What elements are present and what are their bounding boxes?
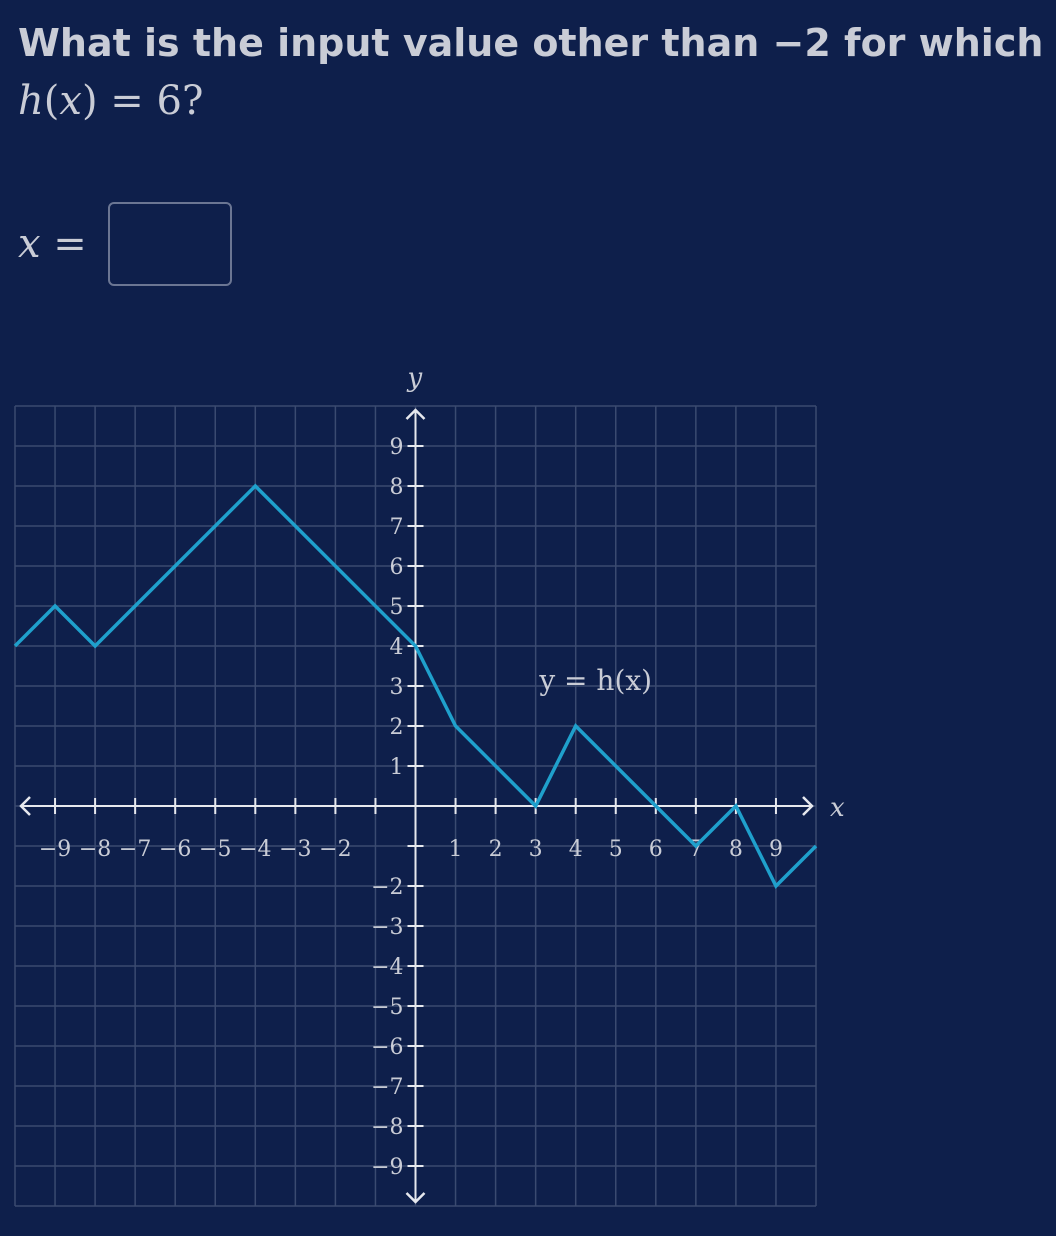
x-tick-label: 1	[449, 837, 463, 862]
x-tick-label: 5	[609, 837, 623, 862]
x-axis-arrow-right	[802, 796, 814, 816]
answer-row: x =	[18, 200, 232, 288]
y-tick-label: 6	[390, 555, 404, 580]
axes	[19, 408, 814, 1204]
y-tick-label: −4	[371, 955, 403, 980]
answer-variable: x	[18, 221, 41, 267]
y-tick-label: 3	[390, 675, 404, 700]
series-line	[13, 483, 818, 889]
question-text: What is the input value other than −2 fo…	[18, 21, 1044, 65]
y-tick-label: −8	[371, 1115, 403, 1140]
function-graph: xy−9 −8 −7 −6 −5 −4 −3 −2 1 2 3 4 5 6 7 8 9987654321−2−3…	[13, 363, 845, 1207]
y-tick-label: −7	[371, 1075, 403, 1100]
equation-rest: = 6?	[97, 78, 204, 124]
x-tick-label: −3	[279, 837, 311, 862]
y-axis-arrow-up	[405, 408, 426, 420]
x-tick-label: −9	[39, 837, 71, 862]
tick-labels: xy−9 −8 −7 −6 −5 −4 −3 −2 1 2 3 4 5 6 7 8 9987654321−2−3…	[39, 363, 845, 1180]
function-variable: x	[59, 78, 82, 124]
x-tick-label: −5	[199, 837, 231, 862]
y-tick-label: −2	[371, 875, 403, 900]
x-tick-label: −4	[239, 837, 271, 862]
y-tick-label: −5	[371, 995, 403, 1020]
x-tick-label: 3	[529, 837, 543, 862]
x-tick-label: 6	[649, 837, 663, 862]
x-tick-label: −7	[119, 837, 151, 862]
answer-input[interactable]	[108, 202, 232, 286]
y-tick-label: 1	[390, 755, 404, 780]
x-tick-label: 4	[569, 837, 583, 862]
x-axis-arrow-left	[19, 796, 31, 816]
x-axis-label: x	[830, 793, 845, 823]
y-tick-label: −3	[371, 915, 403, 940]
tick-marks	[54, 445, 777, 1167]
y-tick-label: 8	[390, 475, 404, 500]
y-tick-label: −9	[371, 1155, 403, 1180]
y-axis-arrow-down	[405, 1192, 426, 1204]
x-tick-label: −2	[319, 837, 351, 862]
y-tick-label: 5	[390, 595, 404, 620]
y-axis-label: y	[407, 363, 423, 393]
answer-label: x =	[18, 221, 108, 267]
y-tick-label: 9	[390, 435, 404, 460]
x-tick-label: −8	[79, 837, 111, 862]
x-tick-label: −6	[159, 837, 191, 862]
x-tick-label: 9	[769, 837, 783, 862]
x-tick-label: 2	[489, 837, 503, 862]
y-tick-label: 4	[390, 635, 404, 660]
y-tick-label: −6	[371, 1035, 403, 1060]
x-tick-label: 8	[729, 837, 743, 862]
curve	[13, 483, 818, 889]
y-tick-label: 7	[390, 515, 404, 540]
curve-label: y = h(x)	[538, 664, 652, 697]
function-name: h	[18, 78, 44, 124]
y-tick-label: 2	[390, 715, 404, 740]
question-prompt: What is the input value other than −2 fo…	[18, 14, 1048, 130]
answer-equals: =	[40, 221, 87, 267]
question-equation: h(x) = 6?	[18, 78, 204, 124]
